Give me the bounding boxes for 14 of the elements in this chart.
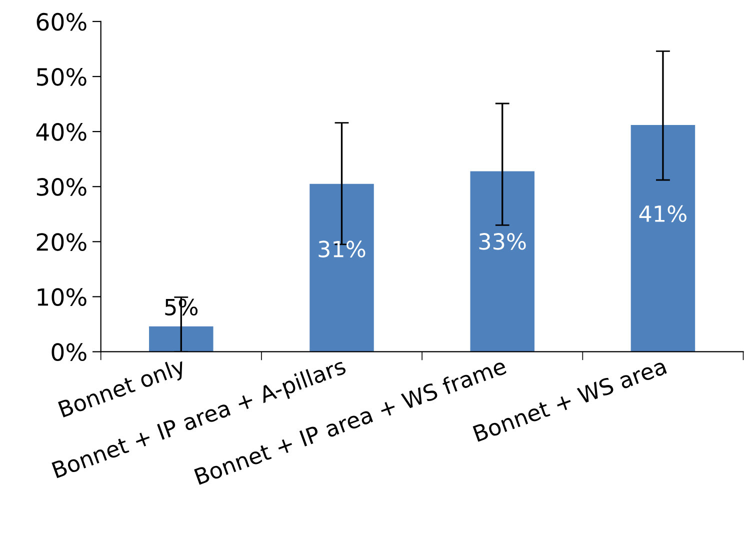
bar xyxy=(470,171,534,352)
y-tick-label: 30% xyxy=(36,178,86,196)
y-tick-label: 10% xyxy=(38,288,86,306)
bar xyxy=(310,184,374,352)
data-label: 31% xyxy=(318,240,366,258)
y-tick-label: 40% xyxy=(36,123,86,141)
y-tick-label: 50% xyxy=(36,68,86,86)
data-label: 41% xyxy=(639,205,686,222)
y-tick-label: 20% xyxy=(36,233,86,251)
bar xyxy=(630,124,696,352)
y-tick-label: 0% xyxy=(52,343,86,362)
data-label: 33% xyxy=(479,233,526,250)
bar xyxy=(149,326,214,352)
y-tick-label: 60% xyxy=(36,12,86,31)
